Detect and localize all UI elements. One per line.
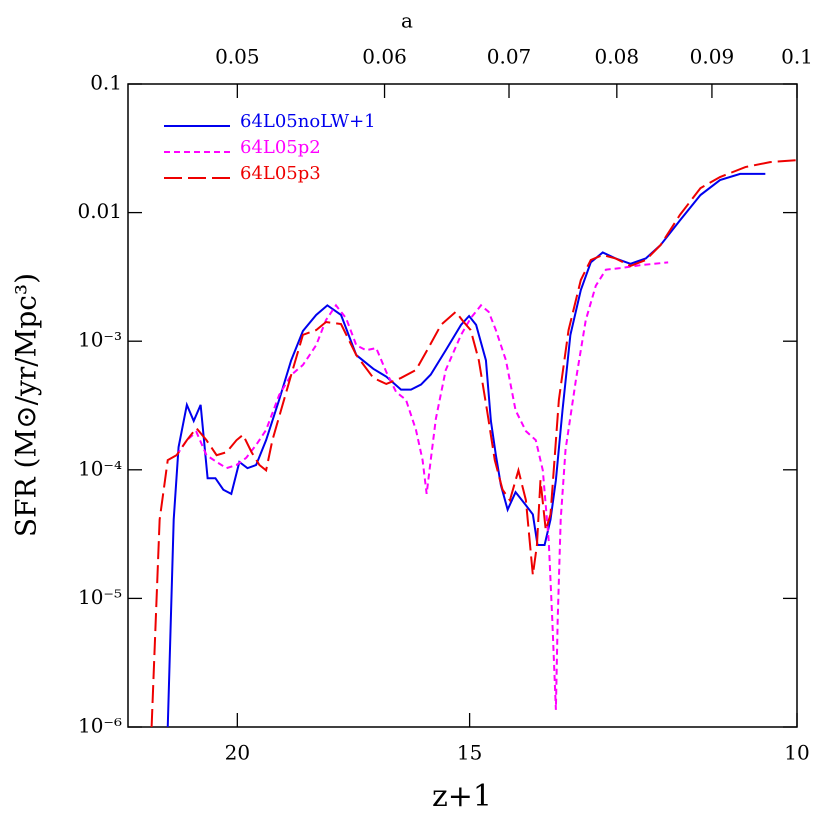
y-tick-label: 0.01 <box>77 199 122 223</box>
y-tick-label: 10⁻⁴ <box>78 456 122 480</box>
top-x-tick-label: 0.05 <box>215 45 260 69</box>
y-tick-label: 10⁻⁵ <box>78 585 122 609</box>
series-line <box>175 261 669 710</box>
top-x-tick-label: 0.06 <box>362 45 407 69</box>
top-x-tick-label: 0.09 <box>690 45 735 69</box>
legend-label: 64L05noLW+1 <box>240 111 376 132</box>
x-tick-label: 15 <box>457 741 482 765</box>
series-line <box>150 159 797 727</box>
y-tick-label: 10⁻³ <box>78 328 122 352</box>
top-axis-label: a <box>401 9 413 33</box>
top-x-tick-label: 0.07 <box>487 45 532 69</box>
top-x-tick-label: 0.1 <box>781 45 813 69</box>
series-line <box>166 172 766 727</box>
y-tick-label: 0.1 <box>90 71 122 95</box>
y-tick-label: 10⁻⁶ <box>78 714 122 738</box>
legend-label: 64L05p3 <box>240 163 321 184</box>
x-tick-label: 10 <box>784 741 809 765</box>
y-axis-label: SFR (M⊙/yr/Mpc³) <box>10 273 43 537</box>
x-tick-label: 20 <box>225 741 250 765</box>
top-x-tick-label: 0.08 <box>595 45 640 69</box>
legend-label: 64L05p2 <box>240 137 321 158</box>
x-axis-label: z+1 <box>432 779 492 814</box>
plot-frame <box>127 83 798 728</box>
